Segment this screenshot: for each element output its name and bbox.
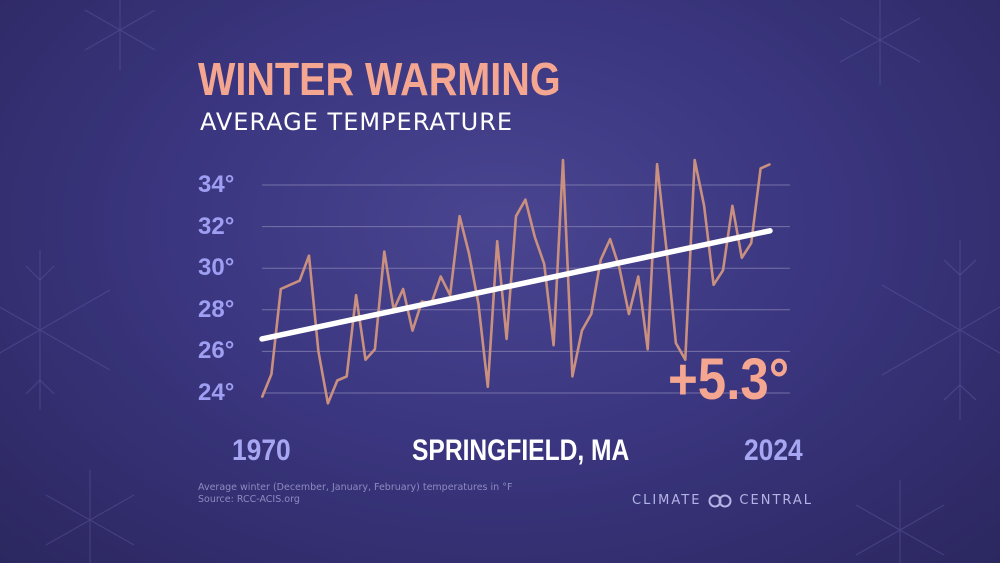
data-point [759, 167, 762, 170]
data-point [590, 313, 593, 315]
data-point [261, 396, 263, 398]
data-point [703, 205, 705, 207]
logo-rings-icon [708, 494, 732, 507]
data-point [477, 302, 480, 305]
data-point [345, 375, 348, 378]
brand-name-left: CLIMATE [632, 493, 702, 508]
data-point [280, 288, 282, 290]
y-tick-label: 26° [198, 337, 235, 365]
footnote-description: Average winter (December, January, Febru… [198, 482, 513, 493]
data-point [298, 279, 301, 282]
data-point [515, 215, 517, 217]
y-tick-label: 32° [198, 212, 235, 240]
data-point [618, 267, 621, 270]
data-point [750, 242, 752, 245]
data-point [543, 263, 546, 265]
grid-lines [262, 184, 790, 394]
data-point [731, 205, 734, 207]
data-point [712, 284, 715, 286]
data-point [562, 159, 564, 161]
data-point [552, 344, 555, 346]
data-point [270, 373, 273, 376]
chart-title: WINTER WARMING [198, 53, 561, 105]
data-point [468, 252, 470, 255]
data-point [571, 375, 574, 378]
data-point [581, 329, 583, 332]
data-point [609, 238, 611, 240]
data-point [402, 288, 404, 290]
brand-name-right: CENTRAL [739, 493, 814, 508]
data-point [599, 259, 602, 261]
data-point [675, 342, 677, 344]
data-point [769, 163, 771, 165]
x-label-start-year: 1970 [232, 434, 291, 467]
data-point [646, 348, 649, 351]
data-point [637, 275, 640, 278]
data-point [421, 300, 423, 303]
temperature-change-annotation: +5.3° [668, 347, 790, 412]
trend-line [259, 228, 773, 342]
data-point [656, 163, 658, 165]
y-tick-label: 24° [198, 379, 235, 406]
data-point [628, 313, 630, 315]
data-point [693, 159, 696, 161]
data-point [364, 358, 367, 361]
data-point [524, 198, 527, 201]
data-point [308, 254, 310, 257]
footnote-source: Source: RCC-ACIS.org [198, 494, 300, 505]
data-point [458, 215, 461, 217]
data-point [327, 402, 329, 405]
location-label: SPRINGFIELD, MA [412, 434, 630, 467]
data-point [355, 294, 357, 297]
data-point [383, 250, 386, 253]
data-point [505, 338, 508, 340]
chart-subtitle: AVERAGE TEMPERATURE [200, 108, 514, 136]
data-point [740, 257, 743, 259]
data-point [486, 385, 489, 388]
y-tick-label: 34° [198, 171, 235, 198]
data-point [289, 284, 292, 286]
data-point [374, 348, 376, 351]
data-point [336, 379, 339, 382]
data-point [411, 329, 414, 332]
y-tick-label: 30° [198, 254, 235, 282]
data-point [665, 248, 668, 251]
data-point [722, 269, 724, 272]
data-point [534, 236, 536, 238]
data-point [439, 275, 442, 278]
x-label-end-year: 2024 [744, 434, 803, 467]
trend-series [259, 228, 773, 342]
data-point [317, 350, 320, 353]
data-point [496, 240, 498, 242]
data-point [684, 358, 687, 361]
data-point [449, 294, 451, 297]
climate-central-logo: CLIMATE CENTRAL [632, 493, 813, 508]
y-tick-label: 28° [198, 295, 235, 323]
